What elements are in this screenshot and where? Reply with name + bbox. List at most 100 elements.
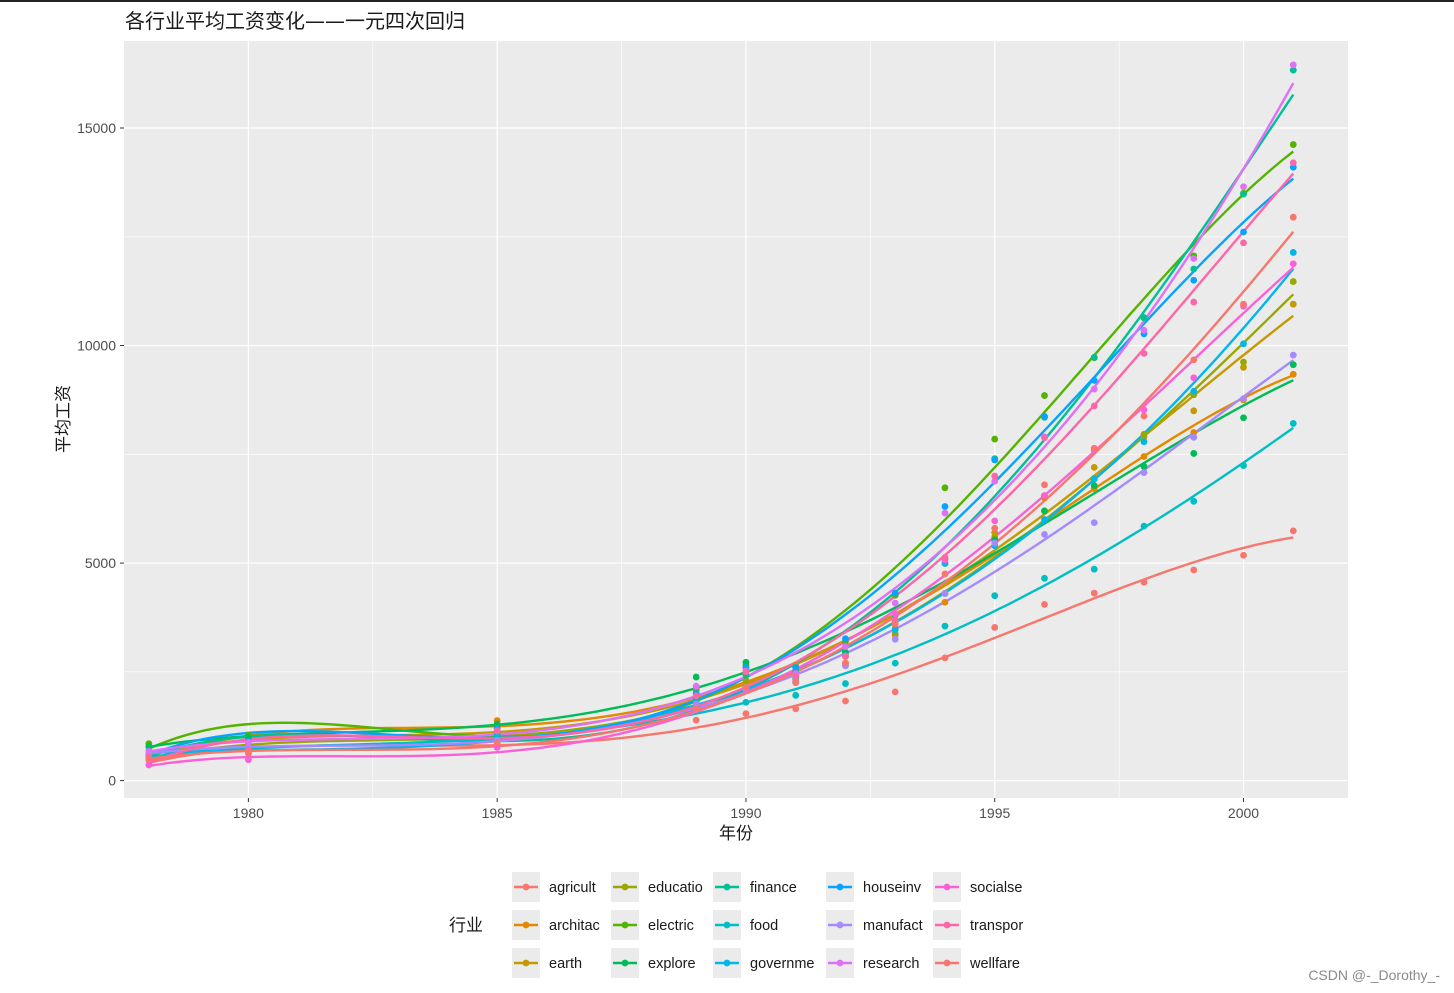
watermark: CSDN @-_Dorothy_- bbox=[1308, 967, 1440, 983]
legend-label-explore: explore bbox=[648, 956, 696, 972]
legend-label-architac: architac bbox=[549, 918, 600, 934]
legend-label-research: research bbox=[863, 956, 919, 972]
y-axis-title: 平均工资 bbox=[54, 385, 74, 453]
point-agricult bbox=[742, 710, 750, 717]
point-finance bbox=[1090, 353, 1098, 361]
point-research bbox=[991, 477, 999, 485]
point-manufact bbox=[891, 635, 899, 643]
point-research bbox=[941, 509, 949, 517]
point-food bbox=[891, 659, 899, 667]
regression-lines bbox=[148, 82, 1295, 768]
point-architac bbox=[941, 598, 949, 606]
point-research bbox=[1190, 255, 1198, 262]
legend-key-point bbox=[723, 883, 731, 891]
point-agricult bbox=[941, 654, 949, 662]
point-wellfare bbox=[1041, 481, 1048, 489]
point-manufact bbox=[1140, 469, 1148, 476]
fit-line-transpor bbox=[148, 172, 1295, 764]
point-wellfare bbox=[991, 524, 999, 532]
point-governme bbox=[891, 626, 899, 634]
point-agricult bbox=[842, 697, 849, 705]
point-wellfare bbox=[742, 683, 750, 691]
legend-label-educatio: educatio bbox=[648, 880, 703, 896]
point-food bbox=[792, 691, 800, 699]
legend-key-point bbox=[836, 959, 844, 967]
legend-label-electric: electric bbox=[648, 918, 694, 934]
y-tick-label: 15000 bbox=[77, 120, 116, 136]
point-governme bbox=[1289, 249, 1297, 256]
point-socialse bbox=[1289, 260, 1297, 268]
point-houseinv bbox=[1240, 228, 1247, 236]
point-houseinv bbox=[1190, 276, 1198, 284]
point-food bbox=[991, 592, 999, 600]
point-food bbox=[1090, 565, 1098, 573]
point-manufact bbox=[692, 700, 700, 708]
point-wellfare bbox=[842, 659, 849, 667]
x-tick-label: 1980 bbox=[233, 805, 264, 821]
point-wellfare bbox=[1190, 356, 1198, 364]
x-tick-label: 1995 bbox=[979, 805, 1010, 821]
point-research bbox=[1240, 183, 1247, 191]
point-manufact bbox=[1289, 351, 1297, 359]
legend-label-manufact: manufact bbox=[863, 918, 923, 934]
major-gridlines bbox=[124, 41, 1348, 798]
point-manufact bbox=[1240, 395, 1247, 403]
point-wellfare bbox=[1240, 300, 1247, 308]
fit-line-research bbox=[148, 82, 1295, 753]
point-research bbox=[1090, 385, 1098, 393]
legend-key-point bbox=[836, 921, 844, 929]
point-transpor bbox=[941, 554, 949, 561]
point-transpor bbox=[1140, 349, 1148, 357]
point-wellfare bbox=[692, 705, 700, 713]
point-transpor bbox=[692, 692, 700, 700]
legend-key-point bbox=[522, 921, 530, 929]
point-manufact bbox=[1041, 530, 1048, 538]
point-agricult bbox=[792, 705, 800, 713]
point-transpor bbox=[1240, 239, 1247, 247]
point-houseinv bbox=[891, 589, 899, 597]
x-tick-label: 2000 bbox=[1228, 805, 1259, 821]
legend-label-houseinv: houseinv bbox=[863, 880, 922, 896]
point-explore bbox=[1140, 463, 1148, 470]
point-earth bbox=[1190, 407, 1198, 415]
x-tick-label: 1990 bbox=[730, 805, 761, 821]
x-tick-label: 1985 bbox=[482, 805, 513, 821]
legend-label-earth: earth bbox=[549, 956, 582, 972]
point-wellfare bbox=[1140, 412, 1148, 420]
point-agricult bbox=[1140, 578, 1148, 586]
legend-label-governme: governme bbox=[750, 956, 814, 972]
point-socialse bbox=[991, 517, 999, 525]
point-research bbox=[1140, 326, 1148, 334]
y-tick-label: 10000 bbox=[77, 338, 116, 354]
point-explore bbox=[1041, 507, 1048, 515]
point-socialse bbox=[493, 744, 501, 751]
point-wellfare bbox=[1289, 213, 1297, 221]
point-explore bbox=[692, 673, 700, 681]
legend-key-point bbox=[522, 883, 530, 891]
legend-label-transpor: transpor bbox=[970, 918, 1023, 934]
point-wellfare bbox=[1090, 444, 1098, 452]
point-governme bbox=[1240, 340, 1247, 348]
point-food bbox=[742, 698, 750, 706]
point-transpor bbox=[742, 668, 750, 676]
point-educatio bbox=[1289, 278, 1297, 285]
point-manufact bbox=[991, 539, 999, 547]
point-agricult bbox=[991, 624, 999, 631]
point-transpor bbox=[1041, 434, 1048, 442]
point-electric bbox=[941, 484, 949, 492]
point-explore bbox=[742, 658, 750, 666]
point-earth bbox=[1240, 363, 1247, 371]
chart-title: 各行业平均工资变化——一元四次回归 bbox=[125, 9, 465, 33]
fit-line-manufact bbox=[148, 359, 1295, 755]
point-research bbox=[692, 682, 700, 690]
legend-key-point bbox=[621, 883, 629, 891]
point-food bbox=[1140, 522, 1148, 530]
point-socialse bbox=[244, 756, 252, 764]
point-electric bbox=[1289, 141, 1297, 148]
legend-key-point bbox=[943, 959, 951, 967]
fit-line-houseinv bbox=[148, 177, 1295, 757]
point-architac bbox=[1140, 453, 1148, 460]
point-houseinv bbox=[1090, 376, 1098, 384]
point-transpor bbox=[1090, 402, 1098, 410]
point-educatio bbox=[742, 677, 750, 684]
